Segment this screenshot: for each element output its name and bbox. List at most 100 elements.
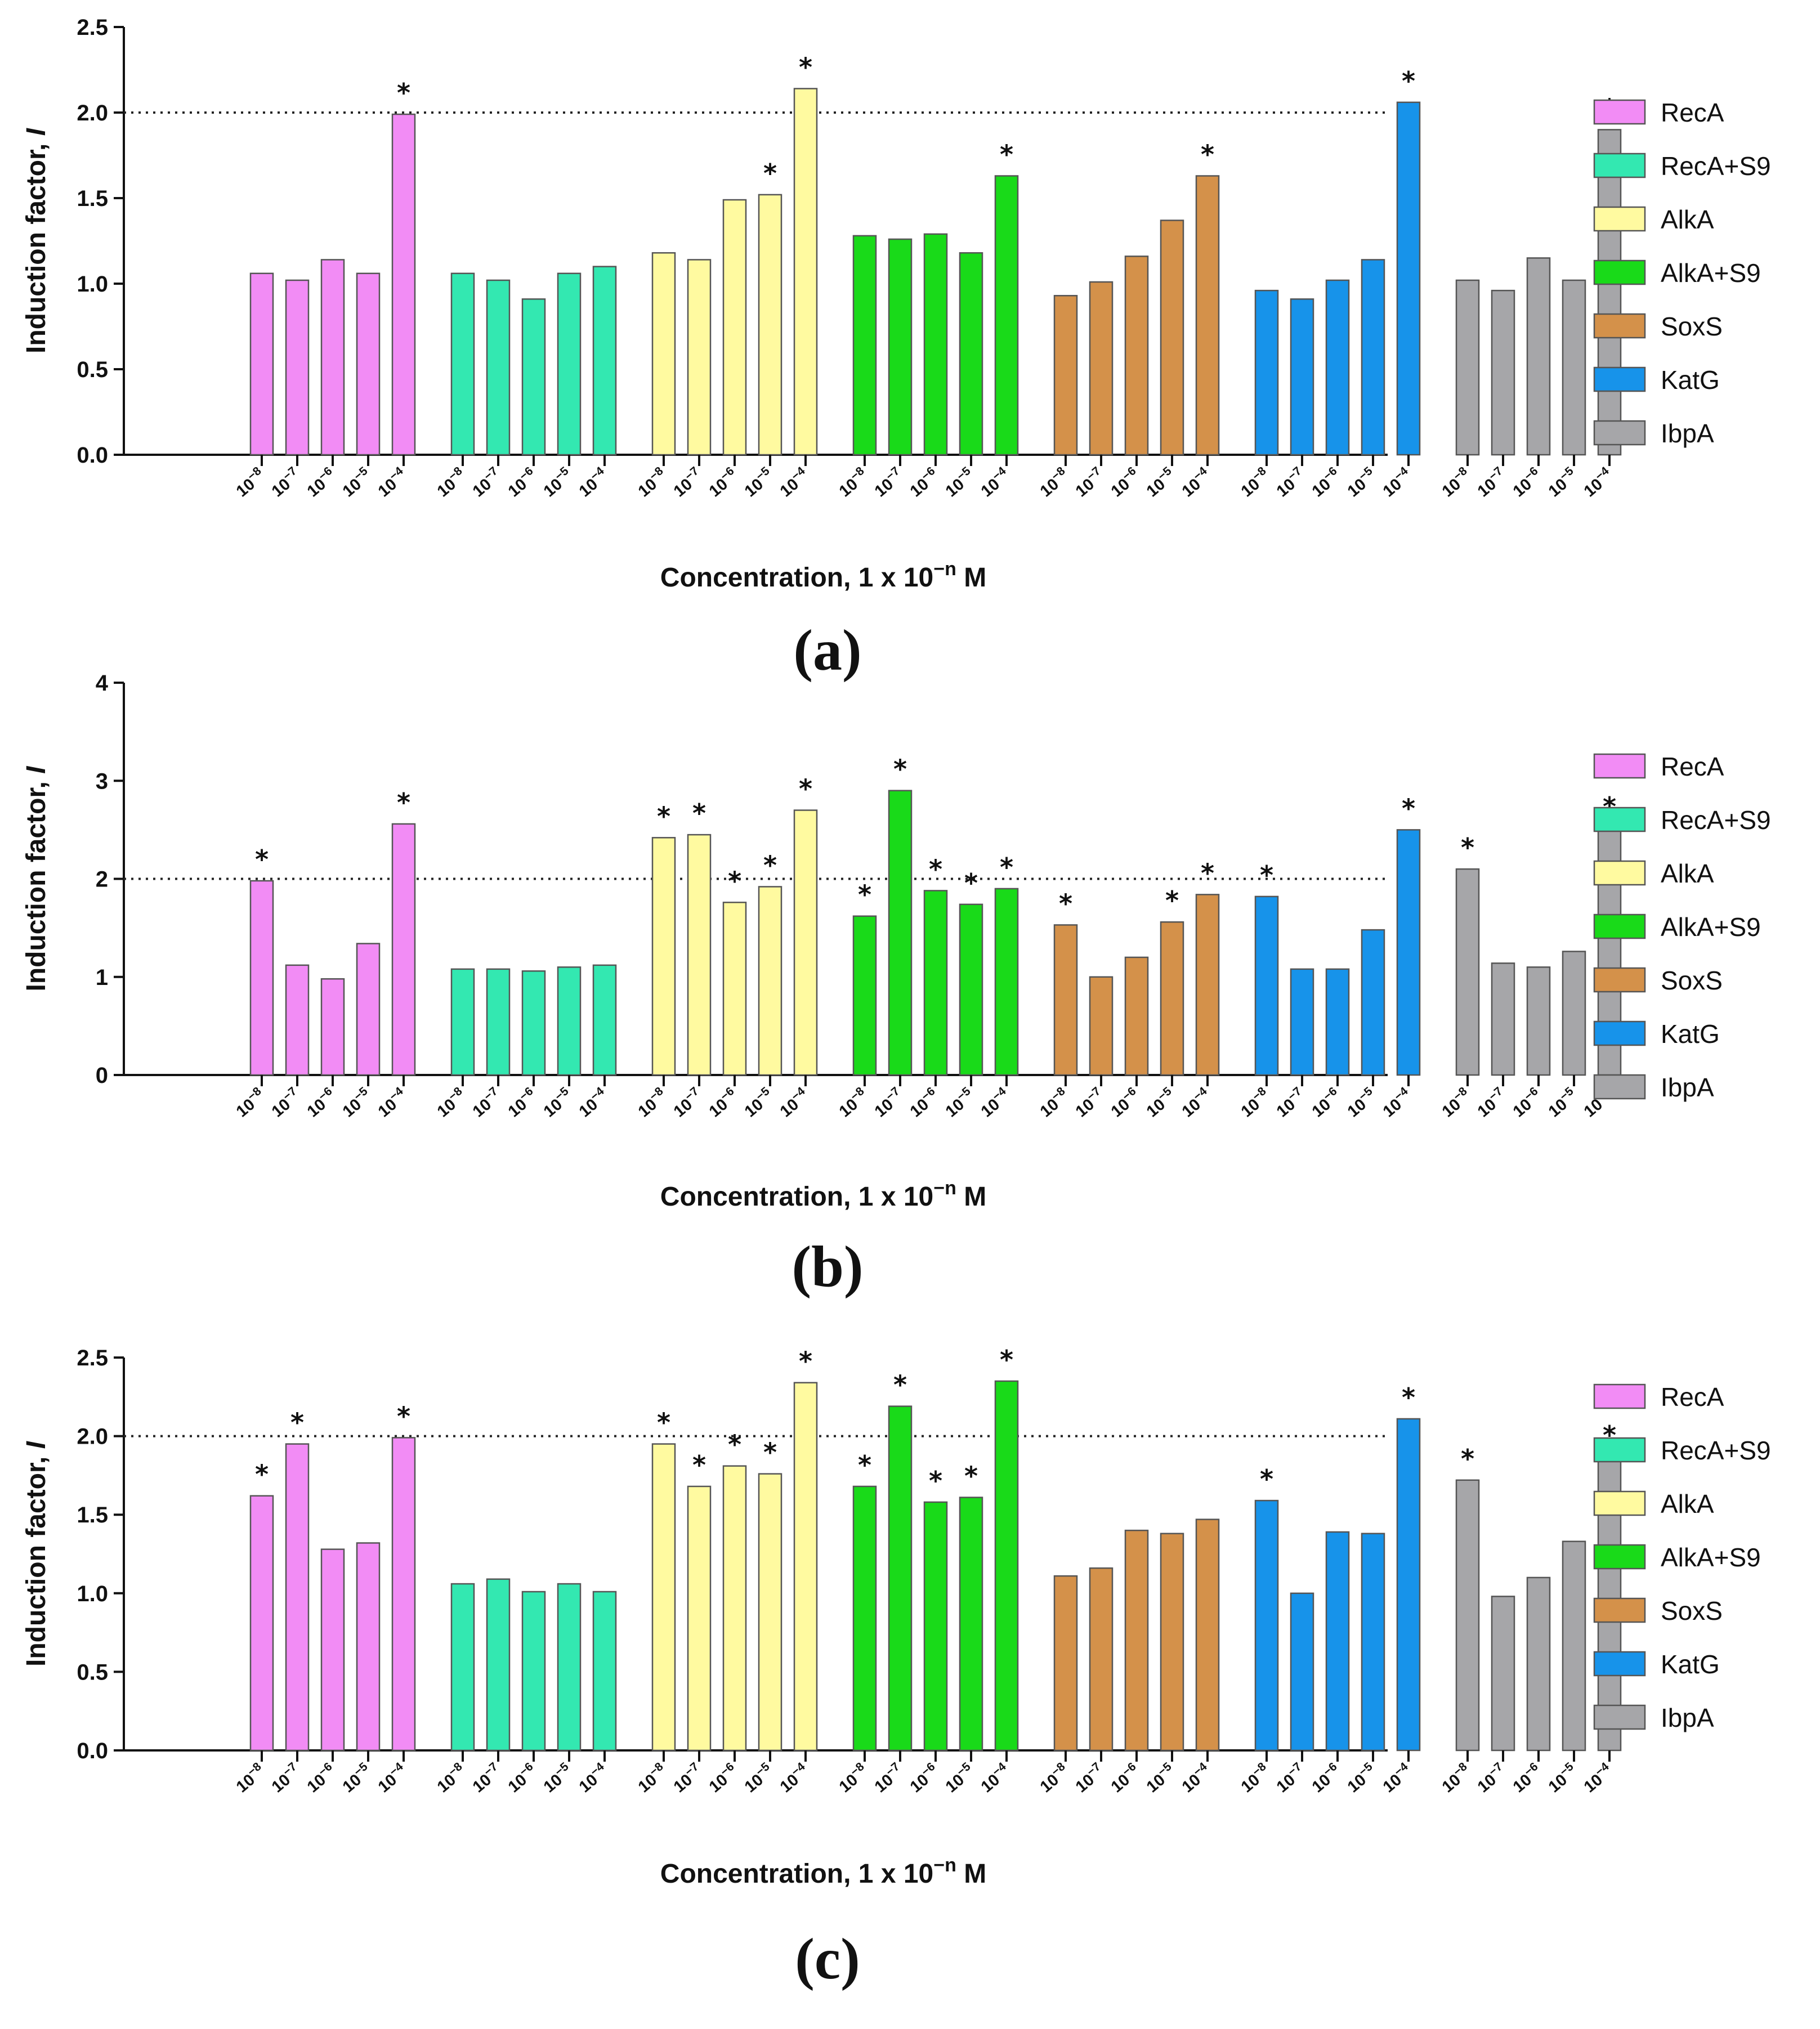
legend-swatch	[1593, 153, 1646, 178]
x-tick-label: 10−7	[1272, 1760, 1309, 1796]
bar-ibpa-1	[1455, 279, 1480, 456]
bar-alka-2	[687, 834, 712, 1076]
x-tick-label: 10−6	[704, 464, 742, 500]
legend-swatch	[1593, 807, 1646, 832]
bar-reca-2	[285, 279, 310, 456]
significance-star: *	[255, 1459, 269, 1490]
x-tick-label: 10−7	[1071, 1085, 1108, 1121]
bar-reca-2	[285, 1443, 310, 1752]
bar-reca-s9-3	[521, 1591, 546, 1752]
bar-alka-3	[722, 199, 747, 456]
x-tick-label: 10−5	[338, 1085, 375, 1121]
y-tick-label: 0.5	[77, 1660, 108, 1685]
bar-alka-s9-4	[959, 252, 983, 456]
bar-alka-s9-1	[852, 915, 877, 1076]
bar-alka-s9-4	[959, 903, 983, 1076]
bar-soxs-2	[1089, 281, 1114, 456]
x-tick-label: 10−6	[1106, 464, 1144, 500]
significance-star: *	[1165, 885, 1179, 916]
bar-ibpa-2	[1491, 1596, 1515, 1752]
bar-reca-s9-4	[557, 966, 582, 1076]
significance-star: *	[964, 868, 978, 898]
bar-reca-s9-4	[557, 272, 582, 456]
significance-star: *	[255, 844, 269, 875]
bar-ibpa-3	[1526, 1576, 1551, 1752]
y-tick-label: 1.5	[77, 1503, 108, 1528]
y-tick-label: 2.0	[77, 101, 108, 126]
x-tick-label: 10−8	[834, 464, 872, 501]
legend-swatch	[1593, 1597, 1646, 1623]
bar-katg-5	[1396, 1418, 1421, 1752]
chart-panel-1: 0.0 0.5 1.0 1.5 2.0 2.5 Induction factor, I 10−…	[21, 15, 1771, 683]
x-tick-label: 10−4	[775, 1760, 813, 1797]
x-tick-label: 10−5	[338, 1760, 375, 1797]
x-tick-label: 10−7	[468, 1760, 506, 1796]
significance-star: *	[692, 1450, 706, 1480]
legend-swatch	[1593, 1651, 1646, 1677]
y-tick-label: 1.5	[77, 186, 108, 211]
legend: RecA RecA+S9 AlkA AlkA+S9 SoxS KatG IbpA	[1593, 752, 1771, 1102]
bar-reca-s9-3	[521, 970, 546, 1076]
legend-label: RecA	[1661, 98, 1724, 127]
bar-reca-2	[285, 964, 310, 1076]
significance-star: *	[1402, 1382, 1415, 1413]
legend-label: AlkA+S9	[1661, 1543, 1761, 1572]
legend-swatch	[1593, 313, 1646, 339]
bar-alka-1	[651, 837, 676, 1076]
significance-star: *	[692, 798, 706, 828]
bar-ibpa-1	[1455, 1479, 1480, 1752]
y-tick-label: 1.0	[77, 1582, 108, 1606]
bar-soxs-2	[1089, 976, 1114, 1076]
bar-alka-s9-5	[994, 175, 1019, 456]
x-tick-label: 10−7	[468, 1085, 506, 1121]
x-tick-label: 10−8	[1236, 464, 1274, 501]
chart-panel-3: 0.0 0.5 1.0 1.5 2.0 2.5 Induction factor, I * 10…	[21, 1345, 1771, 1991]
significance-star: *	[763, 158, 777, 189]
x-tick-label: 10−7	[1473, 1760, 1510, 1796]
bar-alka-4	[758, 886, 782, 1076]
legend-label: AlkA+S9	[1661, 258, 1761, 288]
x-tick-label: 10−8	[1236, 1085, 1274, 1121]
x-tick-label: 10−7	[1071, 464, 1108, 500]
significance-star: *	[657, 1408, 670, 1438]
significance-star: *	[397, 78, 410, 108]
bar-alka-s9-2	[888, 1405, 913, 1752]
bar-katg-2	[1290, 298, 1314, 456]
legend-swatch	[1593, 420, 1646, 446]
y-tick-label: 4	[96, 671, 109, 696]
x-tick-label: 10−4	[1177, 1760, 1215, 1797]
significance-star: *	[858, 1450, 871, 1480]
x-tick-label: 10−5	[740, 1085, 777, 1121]
y-tick-label: 3	[96, 769, 108, 794]
x-axis-title: Concentration, 1 x 10−n M	[660, 1855, 986, 1889]
legend-label: IbpA	[1661, 1073, 1714, 1102]
significance-star: *	[858, 880, 871, 910]
bar-soxs-3	[1124, 956, 1149, 1076]
bar-alka-2	[687, 1485, 712, 1752]
significance-star: *	[1000, 852, 1013, 883]
bar-alka-s9-5	[994, 888, 1019, 1076]
bar-reca-s9-5	[592, 1591, 617, 1752]
legend-swatch	[1593, 913, 1646, 939]
significance-star: *	[799, 52, 812, 82]
significance-star: *	[1000, 139, 1013, 169]
bar-alka-s9-3	[923, 1501, 948, 1752]
bar-reca-1	[249, 880, 274, 1076]
significance-star: *	[1260, 1464, 1273, 1494]
bar-reca-4	[356, 943, 381, 1076]
legend-label: AlkA+S9	[1661, 912, 1761, 942]
x-tick-label: 10−5	[941, 1085, 978, 1121]
bar-katg-3	[1325, 968, 1350, 1076]
x-tick-label: 10−5	[1544, 1760, 1581, 1797]
bar-alka-s9-5	[994, 1380, 1019, 1752]
x-tick-label: 10−7	[870, 464, 907, 500]
x-tick-label: 10−6	[1307, 1760, 1345, 1796]
x-tick-label: 10−7	[468, 464, 506, 500]
x-tick-label: 10−7	[669, 464, 706, 500]
bar-reca-5	[391, 823, 416, 1076]
x-tick-label: 10−5	[539, 464, 576, 501]
bar-alka-1	[651, 252, 676, 456]
bar-ibpa-4	[1562, 279, 1586, 456]
legend-swatch	[1593, 1544, 1646, 1570]
